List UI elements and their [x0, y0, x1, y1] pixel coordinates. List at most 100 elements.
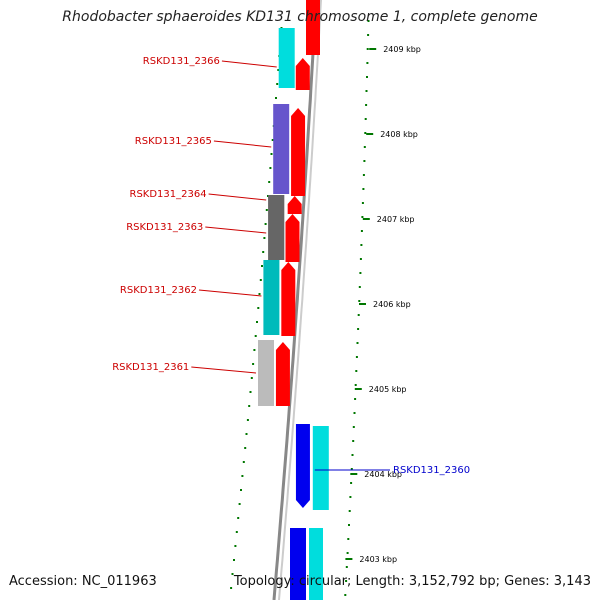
- scale-tick: [356, 342, 359, 344]
- scale-tick: [352, 440, 355, 442]
- scale-tick: [230, 587, 233, 589]
- scale-tick: [270, 153, 273, 155]
- scale-tick: [352, 426, 355, 428]
- scale-tick: [362, 174, 365, 176]
- gene-label: RSKD131_2363: [126, 222, 203, 233]
- scale-tick: [345, 580, 348, 582]
- scale-tick: [238, 503, 241, 505]
- major-tick: [366, 133, 374, 135]
- scale-tick: [241, 475, 244, 477]
- scale-tick: [366, 76, 368, 78]
- scale-tick: [268, 181, 271, 183]
- scale-tick: [277, 69, 280, 71]
- scale-tick: [267, 195, 269, 197]
- major-tick: [350, 473, 358, 475]
- gene-leader-line: [213, 140, 272, 148]
- gene-leader-line: [208, 193, 267, 201]
- scale-tick: [256, 321, 258, 323]
- scale-tick: [359, 258, 362, 260]
- scale-tick: [362, 188, 365, 190]
- major-tick: [369, 48, 377, 50]
- ring-block: [268, 195, 285, 260]
- gene-label: RSKD131_2365: [135, 136, 212, 147]
- gene-leader-line: [198, 289, 262, 297]
- ring-block: [273, 104, 290, 194]
- scale-tick: [262, 251, 265, 253]
- scale-tick: [367, 20, 370, 22]
- scale-tick: [246, 419, 249, 421]
- scale-labels: 2409 kbp 2408 kbp 2407 kbp 2406 kbp 2405 kbp…: [345, 45, 421, 564]
- scale-tick: [354, 398, 357, 400]
- ring-block: [309, 528, 323, 600]
- topology-text: Topology: circular; Length: 3,152,792 bp…: [233, 574, 591, 589]
- gene-labels: RSKD131_2366 RSKD131_2365 RSKD131_2364 RSKD…: [112, 56, 470, 476]
- scale-tick: [265, 209, 268, 211]
- cds-arrow: [295, 424, 310, 508]
- cds-arrow: [275, 342, 290, 406]
- scale-tick: [353, 412, 356, 414]
- scale-tick: [355, 370, 358, 372]
- accession-text: Accession: NC_011963: [9, 574, 157, 589]
- scale-tick: [350, 468, 353, 470]
- scale-tick: [361, 216, 364, 218]
- scale-tick: [355, 356, 358, 358]
- scale-tick: [351, 454, 354, 456]
- scale-tick: [363, 146, 366, 148]
- cds-arrow: [295, 58, 310, 90]
- scale-tick: [248, 405, 251, 407]
- scale-label: 2407 kbp: [377, 215, 415, 224]
- scale-tick: [354, 384, 357, 386]
- scale-tick: [249, 391, 252, 393]
- scale-tick: [235, 531, 238, 533]
- cds-arrow: [306, 0, 320, 55]
- scale-tick: [357, 328, 360, 330]
- scale-tick: [271, 139, 274, 141]
- scale-tick: [250, 377, 253, 379]
- scale-tick: [237, 517, 240, 519]
- ring-block: [278, 28, 295, 88]
- scale-tick: [361, 202, 364, 204]
- gene-label: RSKD131_2361: [112, 362, 189, 373]
- scale-tick: [358, 286, 361, 288]
- scale-tick: [364, 132, 367, 134]
- scale-tick: [365, 90, 368, 92]
- scale-tick: [349, 496, 352, 498]
- gene-label: RSKD131_2364: [130, 189, 207, 200]
- scale-tick: [350, 482, 353, 484]
- major-tick: [354, 388, 362, 390]
- scale-tick: [231, 573, 234, 575]
- scale-tick: [233, 559, 235, 561]
- scale-tick: [264, 223, 267, 225]
- cds-arrow: [291, 108, 306, 196]
- major-tick: [345, 558, 353, 560]
- scale-tick: [348, 510, 351, 512]
- scale-tick: [367, 34, 370, 36]
- scale-tick: [254, 335, 257, 337]
- scale-tick: [275, 97, 277, 99]
- scale-tick: [360, 230, 363, 232]
- scale-tick: [346, 552, 349, 554]
- cds-arrow: [285, 214, 300, 262]
- scale-tick: [360, 244, 363, 246]
- ring-block: [263, 260, 280, 335]
- scale-tick: [269, 167, 272, 169]
- scale-tick: [242, 461, 245, 463]
- scale-label: 2409 kbp: [383, 45, 421, 54]
- gene-leader-line: [205, 226, 267, 234]
- scale-tick: [234, 545, 237, 547]
- scale-tick: [364, 118, 367, 120]
- ring-block: [312, 426, 329, 510]
- gene-label: RSKD131_2360: [393, 465, 470, 476]
- scale-tick: [363, 160, 366, 162]
- map-title: Rhodobacter sphaeroides KD131 chromosome…: [62, 9, 538, 25]
- scale-tick: [359, 272, 362, 274]
- category-ring: [258, 28, 329, 600]
- scale-tick: [240, 489, 242, 491]
- scale-label: 2403 kbp: [359, 555, 397, 564]
- scale-label: 2406 kbp: [373, 300, 411, 309]
- backbone-line: [278, 0, 322, 600]
- scale-ticks: [230, 20, 370, 596]
- scale-tick: [258, 293, 261, 295]
- scale-tick: [261, 265, 263, 267]
